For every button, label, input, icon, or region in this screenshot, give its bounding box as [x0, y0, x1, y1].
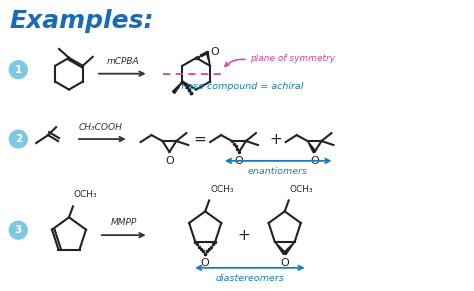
Text: O: O — [165, 156, 174, 166]
Text: diastereomers: diastereomers — [216, 274, 284, 283]
Text: O: O — [310, 156, 319, 166]
Text: OCH₃: OCH₃ — [74, 191, 98, 199]
Text: plane of symmetry: plane of symmetry — [250, 54, 335, 63]
Text: O: O — [210, 47, 219, 57]
Text: OCH₃: OCH₃ — [210, 184, 234, 194]
Text: CH₃COOH: CH₃COOH — [79, 123, 123, 132]
Polygon shape — [206, 52, 210, 66]
Polygon shape — [173, 81, 182, 93]
Text: OCH₃: OCH₃ — [290, 184, 313, 194]
Polygon shape — [283, 242, 295, 255]
Text: 2: 2 — [15, 134, 22, 144]
Text: O: O — [235, 156, 243, 166]
Text: 3: 3 — [15, 225, 22, 235]
Text: +: + — [237, 228, 250, 243]
Polygon shape — [275, 242, 286, 255]
Circle shape — [9, 221, 27, 239]
Polygon shape — [308, 141, 316, 153]
Text: =: = — [194, 132, 207, 147]
Text: 1: 1 — [15, 65, 22, 75]
Text: +: + — [269, 132, 282, 147]
Text: Examples:: Examples: — [9, 9, 154, 33]
Text: meso compound = achiral: meso compound = achiral — [178, 81, 304, 91]
Circle shape — [9, 130, 27, 148]
Text: MMPP: MMPP — [110, 218, 137, 227]
Text: mCPBA: mCPBA — [106, 57, 139, 66]
Text: O: O — [280, 258, 289, 268]
Circle shape — [9, 61, 27, 79]
Text: O: O — [201, 258, 210, 268]
Text: enantiomers: enantiomers — [248, 167, 308, 176]
